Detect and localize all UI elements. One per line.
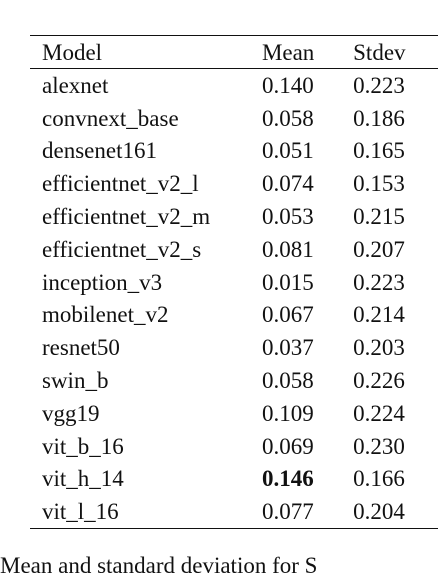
cell-stdev: 0.186 [353,105,405,131]
cell-mean: 0.074 [261,171,314,197]
cell-mean: 0.058 [261,105,314,131]
cell-stdev: 0.223 [353,269,405,295]
cell-stdev: 0.224 [353,400,405,426]
cell-stdev: 0.203 [353,335,405,361]
cell-mean: 0.058 [261,368,314,394]
table-row: vgg19 0.109 0.224 [30,397,438,430]
cell-model: densenet161 [42,138,157,164]
cell-model: vgg19 [42,400,100,426]
cell-stdev: 0.204 [353,499,405,525]
cell-stdev: 0.223 [353,72,405,98]
cell-stdev: 0.230 [353,433,405,459]
cell-model: alexnet [42,72,109,98]
cell-stdev: 0.226 [353,368,405,394]
table-row: efficientnet_v2_s 0.081 0.207 [30,233,438,266]
table-caption: Mean and standard deviation for S [0,553,318,578]
cell-mean: 0.037 [261,335,314,361]
table-row: vit_l_16 0.077 0.204 [30,495,438,529]
cell-mean: 0.053 [261,204,314,230]
cell-stdev: 0.166 [353,466,405,492]
table-row: efficientnet_v2_l 0.074 0.153 [30,167,438,200]
cell-mean: 0.067 [261,302,314,328]
cell-mean: 0.069 [261,433,314,459]
cell-mean: 0.015 [261,269,314,295]
results-table-container: Model Mean Stdev alexnet 0.140 0.223 con… [30,35,438,529]
results-table: Model Mean Stdev alexnet 0.140 0.223 con… [30,35,438,529]
header-model: Model [42,39,103,65]
cell-model: efficientnet_v2_s [42,236,202,262]
table-row: vit_h_14 0.146 0.166 [30,463,438,496]
cell-stdev: 0.165 [353,138,405,164]
cell-mean: 0.140 [261,72,314,98]
table-row: inception_v3 0.015 0.223 [30,266,438,299]
cell-stdev: 0.214 [353,302,405,328]
cell-stdev: 0.207 [353,236,405,262]
cell-model: mobilenet_v2 [42,302,169,328]
table-row: densenet161 0.051 0.165 [30,135,438,168]
table-row: efficientnet_v2_m 0.053 0.215 [30,200,438,233]
cell-model: resnet50 [42,335,120,361]
cell-model: inception_v3 [42,269,163,295]
table-row: alexnet 0.140 0.223 [30,69,438,102]
cell-mean: 0.077 [261,499,314,525]
cell-model: efficientnet_v2_m [42,204,211,230]
cell-mean: 0.109 [261,400,314,426]
cell-stdev: 0.153 [353,171,405,197]
cell-mean: 0.051 [261,138,314,164]
header-stdev: Stdev [353,39,406,65]
table-body: alexnet 0.140 0.223 convnext_base 0.058 … [30,69,438,529]
cell-model: vit_h_14 [42,466,124,492]
table-row: vit_b_16 0.069 0.230 [30,430,438,463]
cell-mean-best: 0.146 [261,466,314,492]
table-row: swin_b 0.058 0.226 [30,364,438,397]
cell-model: swin_b [42,368,109,394]
cell-model: convnext_base [42,105,179,131]
header-mean: Mean [261,39,315,65]
table-row: mobilenet_v2 0.067 0.214 [30,299,438,332]
table-row: convnext_base 0.058 0.186 [30,102,438,135]
cell-model: efficientnet_v2_l [42,171,199,197]
cell-mean: 0.081 [261,236,314,262]
table-row: resnet50 0.037 0.203 [30,331,438,364]
table-header-row: Model Mean Stdev [30,35,438,69]
cell-model: vit_b_16 [42,433,124,459]
cell-stdev: 0.215 [353,204,405,230]
cell-model: vit_l_16 [42,499,119,525]
